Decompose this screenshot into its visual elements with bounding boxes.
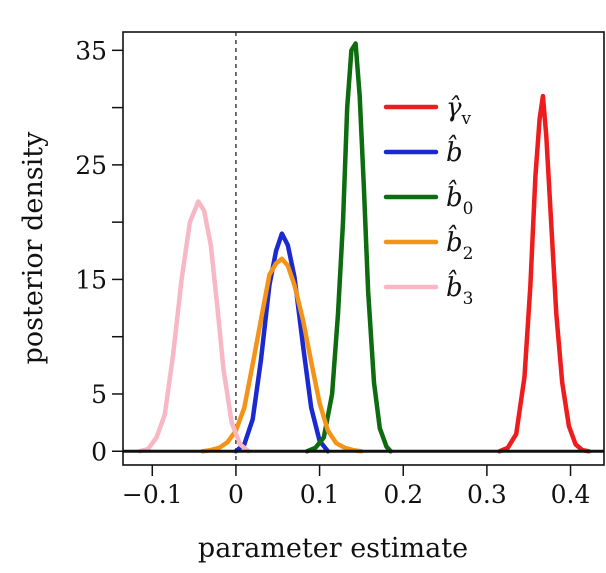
series-line-b0 <box>304 41 393 454</box>
series-line-b2 <box>200 256 364 454</box>
y-axis: 0 5 15 25 35 <box>75 36 123 466</box>
series-line-b3 <box>137 199 251 454</box>
series-line-gamma_v <box>497 93 592 454</box>
y-tick-label: 5 <box>91 380 107 409</box>
y-tick-label: 0 <box>91 437 107 466</box>
y-axis-title: posterior density <box>18 131 49 365</box>
x-tick-label: 0.3 <box>467 480 507 509</box>
series-line-b <box>233 231 331 454</box>
x-tick-label: −0.1 <box>122 480 183 509</box>
y-tick-label: 15 <box>75 265 107 294</box>
y-tick-label: 35 <box>75 36 107 65</box>
x-tick-label: 0.1 <box>300 480 340 509</box>
x-tick-label: 0.2 <box>383 480 423 509</box>
series-layer <box>123 41 604 454</box>
legend: γ̂v b̂ b̂0 b̂2 b̂3 <box>383 93 473 309</box>
x-axis: −0.1 0 0.1 0.2 0.3 0.4 <box>122 465 591 509</box>
legend-label: γ̂v <box>446 93 472 129</box>
x-axis-title: parameter estimate <box>198 533 468 564</box>
plot-frame <box>122 31 605 466</box>
legend-label: b̂ <box>446 134 463 168</box>
legend-label: b̂2 <box>446 224 473 264</box>
y-tick-label: 25 <box>75 151 107 180</box>
x-tick-label: 0.4 <box>551 480 591 509</box>
legend-label: b̂3 <box>446 269 473 309</box>
x-tick-label: 0 <box>228 480 244 509</box>
legend-label: b̂0 <box>446 179 473 219</box>
